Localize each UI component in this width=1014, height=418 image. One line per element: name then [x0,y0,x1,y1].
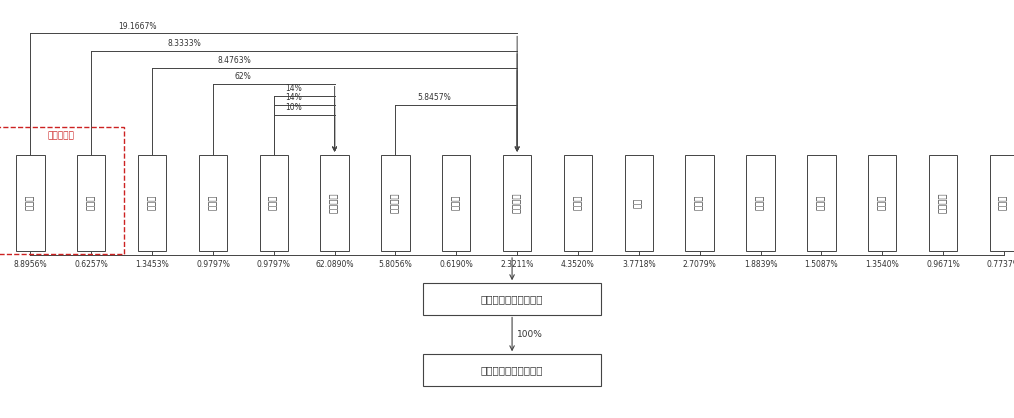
Text: 14%: 14% [285,93,301,102]
Text: 1.8839%: 1.8839% [743,260,778,269]
Text: 张彩芹: 张彩芹 [878,195,886,210]
Text: 0.7737%: 0.7737% [987,260,1014,269]
Text: 19.1667%: 19.1667% [118,21,156,31]
Bar [320,155,349,251]
Text: 永创智能: 永创智能 [939,192,947,213]
Bar [685,155,714,251]
Text: 14%: 14% [285,84,301,93]
Text: 红正企管: 红正企管 [513,192,521,213]
Text: 杭州职正科技有限公司: 杭州职正科技有限公司 [481,365,544,375]
Text: 刘云兰: 刘云兰 [26,195,34,210]
Text: 5.8056%: 5.8056% [378,260,413,269]
Bar [625,155,653,251]
Text: 5.8457%: 5.8457% [418,93,451,102]
Text: 10%: 10% [285,102,301,112]
Bar [442,155,470,251]
Text: 0.9797%: 0.9797% [257,260,291,269]
Bar [0,127,124,254]
Text: 陈友进: 陈友进 [148,195,156,210]
Text: 正方软件股份有限公司: 正方软件股份有限公司 [481,294,544,304]
Bar [503,155,531,251]
Text: 8.3333%: 8.3333% [168,39,202,48]
Text: 62.0890%: 62.0890% [315,260,354,269]
Text: 0.9671%: 0.9671% [926,260,960,269]
Text: 100%: 100% [517,330,544,339]
Bar [199,155,227,251]
Text: 0.9797%: 0.9797% [196,260,230,269]
Bar [138,155,166,251]
Text: 毛小卿: 毛小卿 [209,195,217,210]
Text: 鲍旭义: 鲍旭义 [574,195,582,210]
Text: 1.5087%: 1.5087% [804,260,839,269]
Text: 方闰萍: 方闰萍 [452,195,460,210]
Text: 1.3453%: 1.3453% [135,260,169,269]
Bar [260,155,288,251]
Text: 杭剑平: 杭剑平 [696,195,704,210]
Text: 4.3520%: 4.3520% [561,260,595,269]
Bar [990,155,1014,251]
Text: 2.3211%: 2.3211% [501,260,533,269]
Text: 2.7079%: 2.7079% [682,260,717,269]
Text: 62%: 62% [235,71,251,81]
Bar [807,155,836,251]
Bar [424,283,601,315]
Bar [424,354,601,385]
Bar [746,155,775,251]
Text: 0.6190%: 0.6190% [439,260,474,269]
Text: 周丽霞: 周丽霞 [1000,195,1008,210]
Text: 8.8956%: 8.8956% [13,260,48,269]
Text: 实际控制人: 实际控制人 [48,131,74,140]
Text: 叶青松: 叶青松 [87,195,95,210]
Bar [564,155,592,251]
Text: 程远进: 程远进 [270,195,278,210]
Bar [868,155,896,251]
Text: 3.7718%: 3.7718% [622,260,656,269]
Bar [16,155,45,251]
Text: 8.4763%: 8.4763% [218,56,251,65]
Text: 陈鸿: 陈鸿 [635,198,643,208]
Text: 红枫投资: 红枫投资 [391,192,400,213]
Text: 青松投资: 青松投资 [331,192,339,213]
Text: 罗邦毅: 罗邦毅 [817,195,825,210]
Bar [929,155,957,251]
Bar [381,155,410,251]
Text: 李小勇: 李小勇 [756,195,765,210]
Text: 1.3540%: 1.3540% [865,260,899,269]
Bar [77,155,105,251]
Text: 0.6257%: 0.6257% [74,260,108,269]
